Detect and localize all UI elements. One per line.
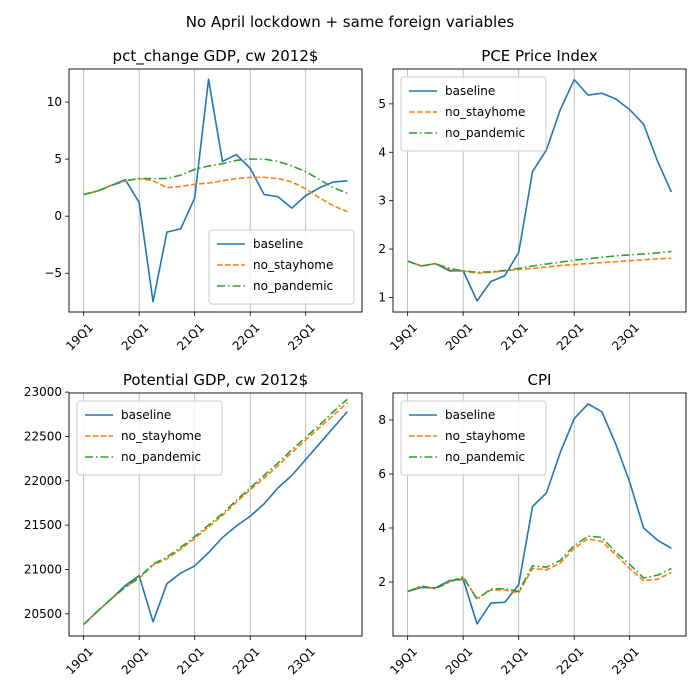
chart-panel-2: Potential GDP, cw 2012$ 19Q1 20Q1 21Q1 22Q1 2… [24,371,363,677]
y-tick-label: 20500 [24,607,62,621]
x-tick-label: 20Q1 [443,644,476,677]
y-tick-label: 8 [378,413,386,427]
x-tick-label: 20Q1 [119,320,152,353]
x-tick-label: 20Q1 [443,320,476,353]
y-tick-label: 1 [378,290,386,304]
series-line-baseline [83,411,348,626]
y-tick-label: 5 [54,152,62,166]
y-tick-label: 4 [378,521,386,535]
plot-frame [68,392,363,637]
y-tick-label: 23000 [24,385,62,399]
plot-frame [392,392,687,637]
y-tick-label: −5 [44,266,62,280]
x-tick-label: 21Q1 [498,644,531,677]
chart-panel-3: CPI 19Q1 20Q1 21Q1 22Q1 23Q1 2 4 6 8 baseline no_st… [378,371,687,677]
y-tick-label: 2 [378,575,386,589]
y-tick-label: 3 [378,194,386,208]
legend-label-no_stayhome: no_stayhome [121,429,201,443]
x-tick-label: 23Q1 [609,320,642,353]
chart-title: CPI [528,371,552,389]
series-line-no_stayhome [83,176,348,213]
x-tick-label: 20Q1 [119,644,152,677]
legend-label-no_pandemic: no_pandemic [121,450,201,464]
legend-box [400,400,547,476]
x-tick-label: 21Q1 [498,320,531,353]
legend-label-baseline: baseline [445,84,495,98]
chart-panel-0: pct_change GDP, cw 2012$ 19Q1 20Q1 21Q1 22Q1… [44,47,363,353]
x-tick-label: 22Q1 [554,320,587,353]
legend: baseline no_stayhome no_pandemic [400,400,547,476]
series-line-baseline [83,78,348,303]
y-tick-label: 22000 [24,474,62,488]
legend-label-baseline: baseline [253,237,303,251]
legend-label-no_pandemic: no_pandemic [445,450,525,464]
legend-label-no_stayhome: no_stayhome [445,429,525,443]
legend: baseline no_stayhome no_pandemic [400,76,547,152]
x-tick-label: 23Q1 [609,644,642,677]
series-line-no_stayhome [407,537,672,600]
legend-box [400,76,547,152]
plot-frame [68,68,363,313]
series-line-no_stayhome [407,257,672,275]
x-tick-label: 23Q1 [285,644,318,677]
series-line-no_pandemic [407,250,672,274]
y-tick-label: 5 [378,97,386,111]
y-tick-label: 21500 [24,518,62,532]
x-tick-label: 19Q1 [63,644,96,677]
legend-box [76,400,223,476]
chart-panel-1: PCE Price Index 19Q1 20Q1 21Q1 22Q1 23Q1 1 2 3 4 5… [378,47,687,353]
legend-label-no_stayhome: no_stayhome [445,105,525,119]
legend-label-no_pandemic: no_pandemic [445,126,525,140]
series-line-no_pandemic [83,398,348,626]
legend: baseline no_stayhome no_pandemic [208,229,355,305]
legend-box [208,229,355,305]
chart-title: PCE Price Index [481,47,598,65]
x-tick-label: 19Q1 [63,320,96,353]
x-tick-label: 21Q1 [174,320,207,353]
y-tick-label: 6 [378,467,386,481]
y-tick-label: 21000 [24,562,62,576]
y-tick-label: 2 [378,242,386,256]
figure-suptitle: No April lockdown + same foreign variabl… [186,13,515,31]
plot-frame [392,68,687,313]
x-tick-label: 19Q1 [387,644,420,677]
chart-panels: pct_change GDP, cw 2012$ 19Q1 20Q1 21Q1 22Q1… [24,47,687,677]
legend-label-baseline: baseline [121,408,171,422]
series-line-no_pandemic [83,158,348,196]
y-tick-label: 4 [378,145,386,159]
series-line-baseline [407,78,673,302]
legend: baseline no_stayhome no_pandemic [76,400,223,476]
x-tick-label: 21Q1 [174,644,207,677]
series-line-no_pandemic [407,535,672,601]
x-tick-label: 23Q1 [285,320,318,353]
legend-label-baseline: baseline [445,408,495,422]
x-tick-label: 19Q1 [387,320,420,353]
legend-label-no_stayhome: no_stayhome [253,258,333,272]
y-tick-label: 22500 [24,429,62,443]
x-tick-label: 22Q1 [554,644,587,677]
chart-title: Potential GDP, cw 2012$ [123,371,308,389]
chart-title: pct_change GDP, cw 2012$ [113,47,319,66]
y-tick-label: 0 [54,209,62,223]
y-tick-label: 10 [47,95,62,109]
x-tick-label: 22Q1 [230,320,263,353]
x-tick-label: 22Q1 [230,644,263,677]
legend-label-no_pandemic: no_pandemic [253,279,333,293]
